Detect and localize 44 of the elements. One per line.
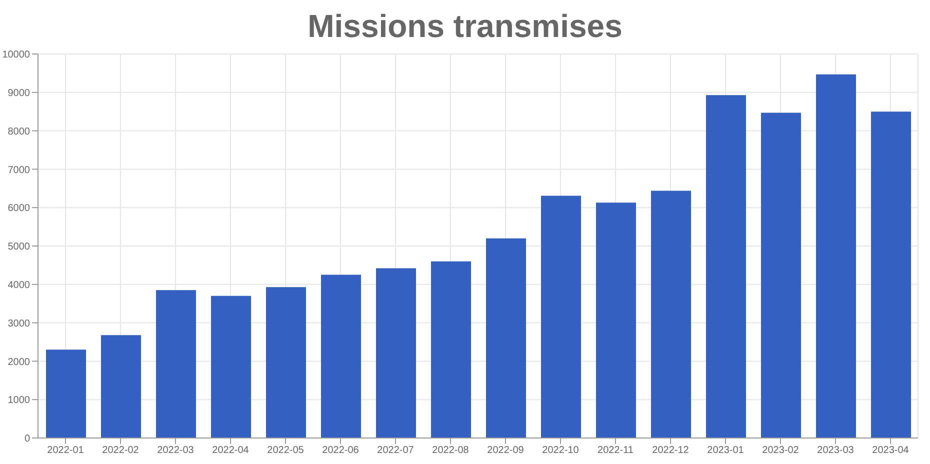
y-tick-label: 4000 [8, 280, 30, 291]
chart-title: Missions transmises [306, 7, 624, 46]
y-tick-label: 8000 [8, 126, 30, 138]
bar [431, 261, 471, 438]
y-tick-label: 10000 [2, 50, 30, 61]
x-tick-label: 2023-04 [872, 445, 910, 456]
x-tick-label: 2022-05 [267, 445, 304, 456]
bar [321, 274, 361, 438]
x-tick-label: 2022-02 [102, 445, 140, 456]
bar [871, 112, 911, 438]
bar [816, 74, 856, 438]
x-tick-label: 2022-07 [377, 445, 414, 456]
bar [596, 202, 636, 438]
x-tick-label: 2022-09 [487, 445, 524, 456]
bar [486, 238, 526, 438]
bar [376, 268, 416, 438]
bar [211, 296, 251, 438]
bar [101, 335, 141, 438]
x-tick-label: 2023-02 [762, 445, 800, 456]
y-tick-label: 2000 [8, 356, 30, 368]
y-tick-label: 3000 [8, 318, 30, 330]
bar [761, 112, 801, 438]
x-tick-label: 2022-11 [598, 445, 634, 456]
x-tick-label: 2022-10 [542, 445, 580, 456]
y-tick-label: 1000 [8, 395, 30, 406]
y-tick-label: 0 [24, 434, 30, 445]
y-tick-label: 5000 [8, 242, 30, 253]
bar [46, 350, 86, 438]
y-tick-label: 6000 [8, 203, 30, 214]
bar [651, 190, 691, 438]
y-tick-label: 7000 [8, 164, 30, 176]
x-tick-label: 2022-03 [157, 445, 194, 456]
bar [156, 290, 196, 438]
bar [706, 95, 746, 438]
bar [541, 196, 581, 438]
x-tick-label: 2022-01 [47, 445, 84, 456]
x-tick-label: 2022-12 [652, 445, 690, 456]
x-tick-label: 2023-03 [817, 445, 854, 456]
x-tick-label: 2022-06 [322, 445, 360, 456]
y-tick-label: 9000 [8, 88, 30, 99]
bar [266, 287, 306, 438]
x-tick-label: 2022-04 [212, 445, 250, 456]
x-tick-label: 2022-08 [432, 445, 470, 456]
x-tick-label: 2023-01 [707, 445, 744, 456]
